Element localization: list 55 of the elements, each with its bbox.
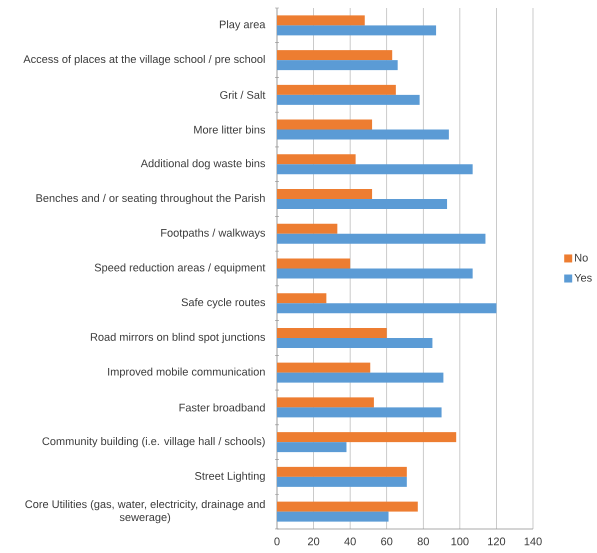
- y-tick-label: Footpaths / walkways: [161, 228, 266, 239]
- bar: [276, 362, 370, 373]
- bar: [276, 303, 496, 314]
- bar: [276, 224, 338, 234]
- bar: [276, 293, 326, 304]
- y-tick-label: Access of places at the village school / pre school: [23, 54, 265, 66]
- y-tick-label: Safe cycle routes: [182, 298, 266, 308]
- y-tick-label: Community building (i.e. village hall / schools): [42, 437, 265, 448]
- bar: [276, 476, 407, 487]
- bar: [276, 130, 449, 140]
- bar: [276, 512, 389, 522]
- y-tick-label: Grit / Salt: [220, 90, 266, 99]
- bar: [276, 502, 418, 512]
- bar: [276, 372, 444, 383]
- bar: [276, 432, 456, 442]
- y-tick-label: Street Lighting: [195, 472, 265, 482]
- legend-label: No: [575, 254, 588, 262]
- bar: [276, 407, 442, 418]
- x-tick-label: 120: [488, 538, 506, 546]
- y-tick-label: Speed reduction areas / equipment: [94, 263, 266, 274]
- bar: [276, 15, 365, 26]
- x-tick-label: 0: [274, 538, 280, 546]
- bar: [276, 199, 448, 210]
- bar: [276, 442, 346, 452]
- x-tick-label: 60: [381, 538, 392, 546]
- x-tick-label: 40: [344, 538, 356, 546]
- y-tick-label: Additional dog waste bins: [140, 159, 266, 170]
- bar: [276, 60, 398, 70]
- bar: [276, 154, 356, 164]
- y-tick-label: Faster broadband: [180, 403, 265, 412]
- y-tick-label: Road mirrors on blind spot junctions: [90, 332, 266, 344]
- x-tick-label: 140: [524, 538, 542, 546]
- bar: [276, 466, 407, 477]
- x-tick-label: 20: [308, 538, 320, 546]
- bar: [276, 328, 387, 338]
- bar: [276, 50, 392, 60]
- y-tick-label: Improved mobile communication: [108, 368, 265, 378]
- bar: [276, 25, 436, 36]
- legend-label: Yes: [574, 274, 592, 282]
- bar: [276, 234, 486, 244]
- y-tick-label: Core Utilities (gas, water, electricity, drainage and sewerage): [25, 500, 265, 524]
- bar: [276, 84, 396, 95]
- bar: [276, 120, 372, 130]
- x-tick-label: 100: [452, 538, 469, 546]
- y-tick-label: Play area: [220, 20, 266, 30]
- y-tick-label: More litter bins: [194, 126, 266, 134]
- bar: [276, 268, 473, 278]
- bar: [276, 94, 420, 105]
- bar: [276, 258, 350, 268]
- bar: [276, 189, 372, 200]
- bar: [276, 397, 374, 408]
- bar: [276, 164, 473, 174]
- bar: [276, 338, 432, 348]
- x-tick-label: 80: [418, 538, 429, 546]
- y-tick-label: Benches and / or seating throughout the Parish: [36, 194, 265, 204]
